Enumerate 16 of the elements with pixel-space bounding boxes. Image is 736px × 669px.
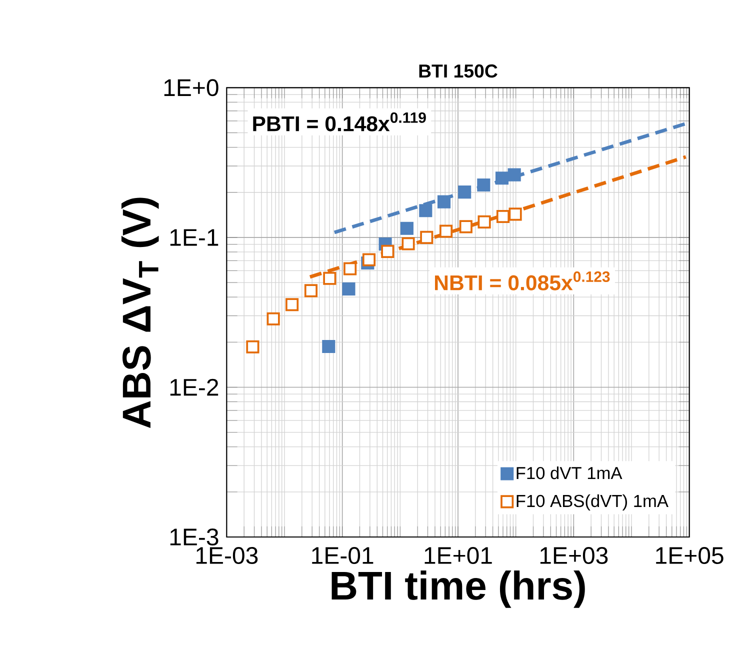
annotation: NBTI = 0.085x$^{0.123}$ <box>435 271 610 290</box>
legend-label: F10 ABS(dVT) 1mA <box>516 494 668 511</box>
annotation: PBTI = 0.148x$^{0.119}$ <box>253 112 426 132</box>
y-tick-label: 1E-3 <box>170 528 218 546</box>
y-tick-label: 1E+0 <box>164 79 218 96</box>
x-tick-label: 1E-03 <box>196 547 258 564</box>
y-tick-label: 1E-1 <box>170 229 218 246</box>
y-axis-title: ABS ΔV$_{T}$ (V) <box>121 198 159 428</box>
x-tick-label: 1E+05 <box>656 547 724 564</box>
x-axis-title: BTI time (hrs) <box>332 570 585 608</box>
chart-title: BTI 150C <box>419 64 498 78</box>
x-tick-label: 1E+01 <box>424 547 492 564</box>
x-tick-label: 1E-01 <box>312 547 374 564</box>
x-tick-label: 1E+03 <box>540 547 608 564</box>
y-tick-label: 1E-2 <box>170 378 218 396</box>
legend-label: F10 dVT 1mA <box>516 466 622 480</box>
